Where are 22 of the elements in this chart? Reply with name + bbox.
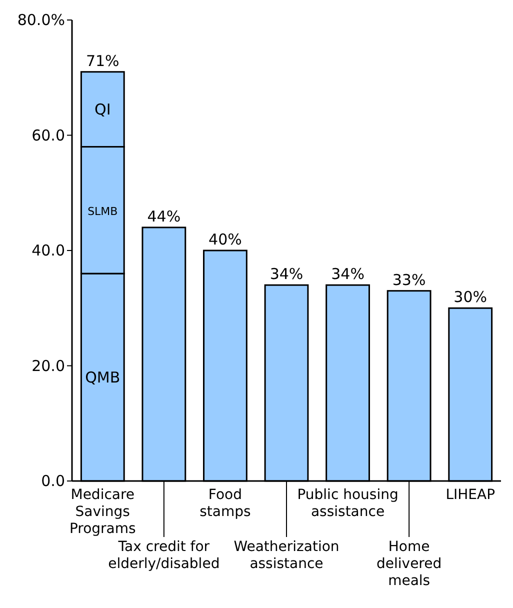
x-tick-label: Home delivered meals	[376, 539, 442, 589]
x-tick-label: Tax credit for elderly/disabled	[108, 539, 220, 572]
series-label: QMB	[85, 368, 120, 386]
total-label: 34%	[331, 265, 364, 284]
total-label: 30%	[454, 288, 488, 306]
total-label: 40%	[208, 230, 242, 248]
x-tick-label: Medicare Savings Programs	[69, 487, 136, 537]
series-label: SLMB	[88, 205, 118, 218]
x-tick-label: Food stamps	[200, 487, 251, 520]
y-tick-label: 0.0	[41, 472, 65, 490]
y-tick-label: 80.0%	[17, 11, 65, 29]
total-label: 71%	[86, 52, 120, 70]
series-label: QI	[94, 100, 111, 118]
y-tick-label: 20.0	[32, 356, 65, 375]
x-tick-label: LIHEAP	[446, 487, 496, 503]
x-tick-label: Weatherization assistance	[234, 539, 340, 572]
y-tick-label: 40.0	[32, 242, 65, 260]
total-label: 33%	[392, 270, 426, 289]
total-label: 34%	[270, 265, 304, 284]
total-label: 44%	[147, 207, 181, 226]
y-tick-label: 60.0	[32, 126, 65, 144]
x-tick-label: Public housing assistance	[297, 487, 398, 520]
